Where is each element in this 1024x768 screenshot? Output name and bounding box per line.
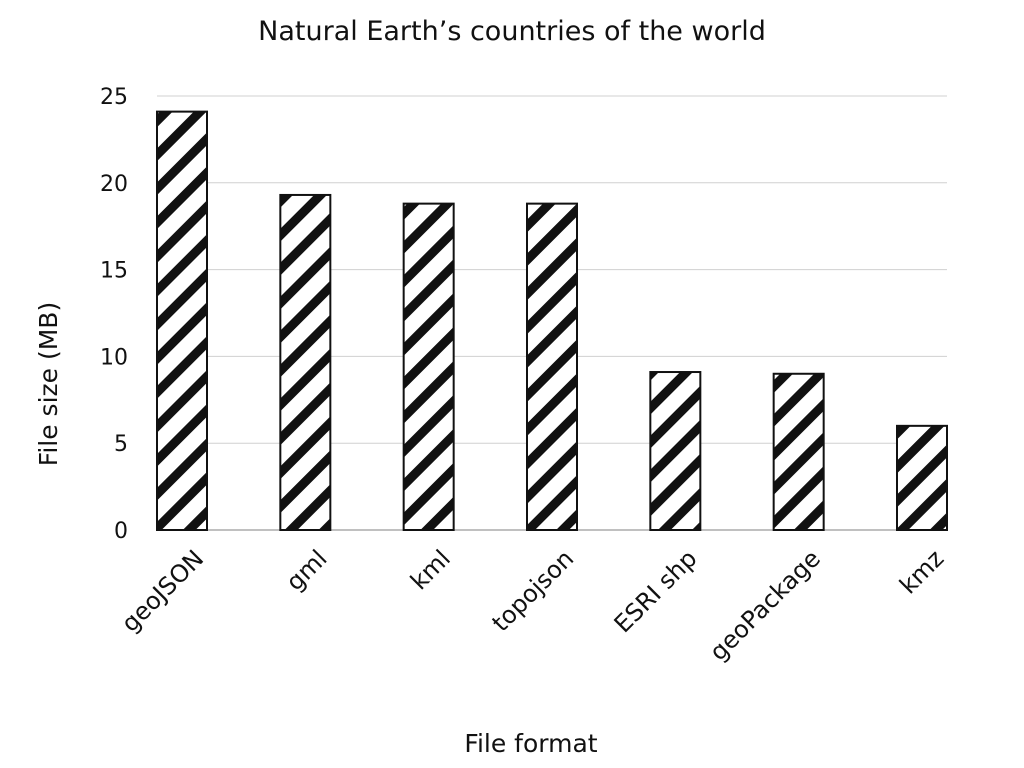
x-tick-label: geoPackage bbox=[704, 544, 826, 666]
y-tick-label: 0 bbox=[114, 519, 128, 544]
bar-topojson bbox=[526, 202, 578, 532]
bar-kml bbox=[402, 202, 455, 532]
bar-geopackage bbox=[772, 372, 825, 532]
x-tick-label: ESRI shp bbox=[609, 544, 703, 638]
y-tick-label: 5 bbox=[114, 432, 128, 457]
chart-title: Natural Earth’s countries of the world bbox=[258, 16, 766, 47]
bar-kmz bbox=[896, 424, 948, 531]
bar-geojson bbox=[156, 110, 208, 532]
x-tick-label: geoJSON bbox=[116, 544, 209, 637]
x-axis-label: File format bbox=[464, 729, 597, 758]
bars bbox=[156, 110, 948, 532]
y-tick-label: 20 bbox=[100, 172, 128, 197]
x-tick-label: gml bbox=[281, 544, 333, 596]
y-axis-ticks: 0 5 10 15 20 25 bbox=[100, 85, 128, 544]
y-tick-label: 10 bbox=[100, 345, 128, 370]
x-tick-label: kml bbox=[405, 544, 456, 595]
y-tick-label: 15 bbox=[100, 259, 128, 284]
bar-gml bbox=[279, 193, 332, 531]
x-tick-label: topojson bbox=[487, 544, 580, 637]
y-tick-label: 25 bbox=[100, 85, 128, 110]
bar-esri-shp bbox=[649, 371, 702, 531]
y-axis-label: File size (MB) bbox=[34, 302, 63, 466]
x-tick-label: kmz bbox=[894, 544, 949, 599]
x-axis-ticks: geoJSON gml kml topojson ESRI shp geoPackage k… bbox=[116, 544, 949, 666]
